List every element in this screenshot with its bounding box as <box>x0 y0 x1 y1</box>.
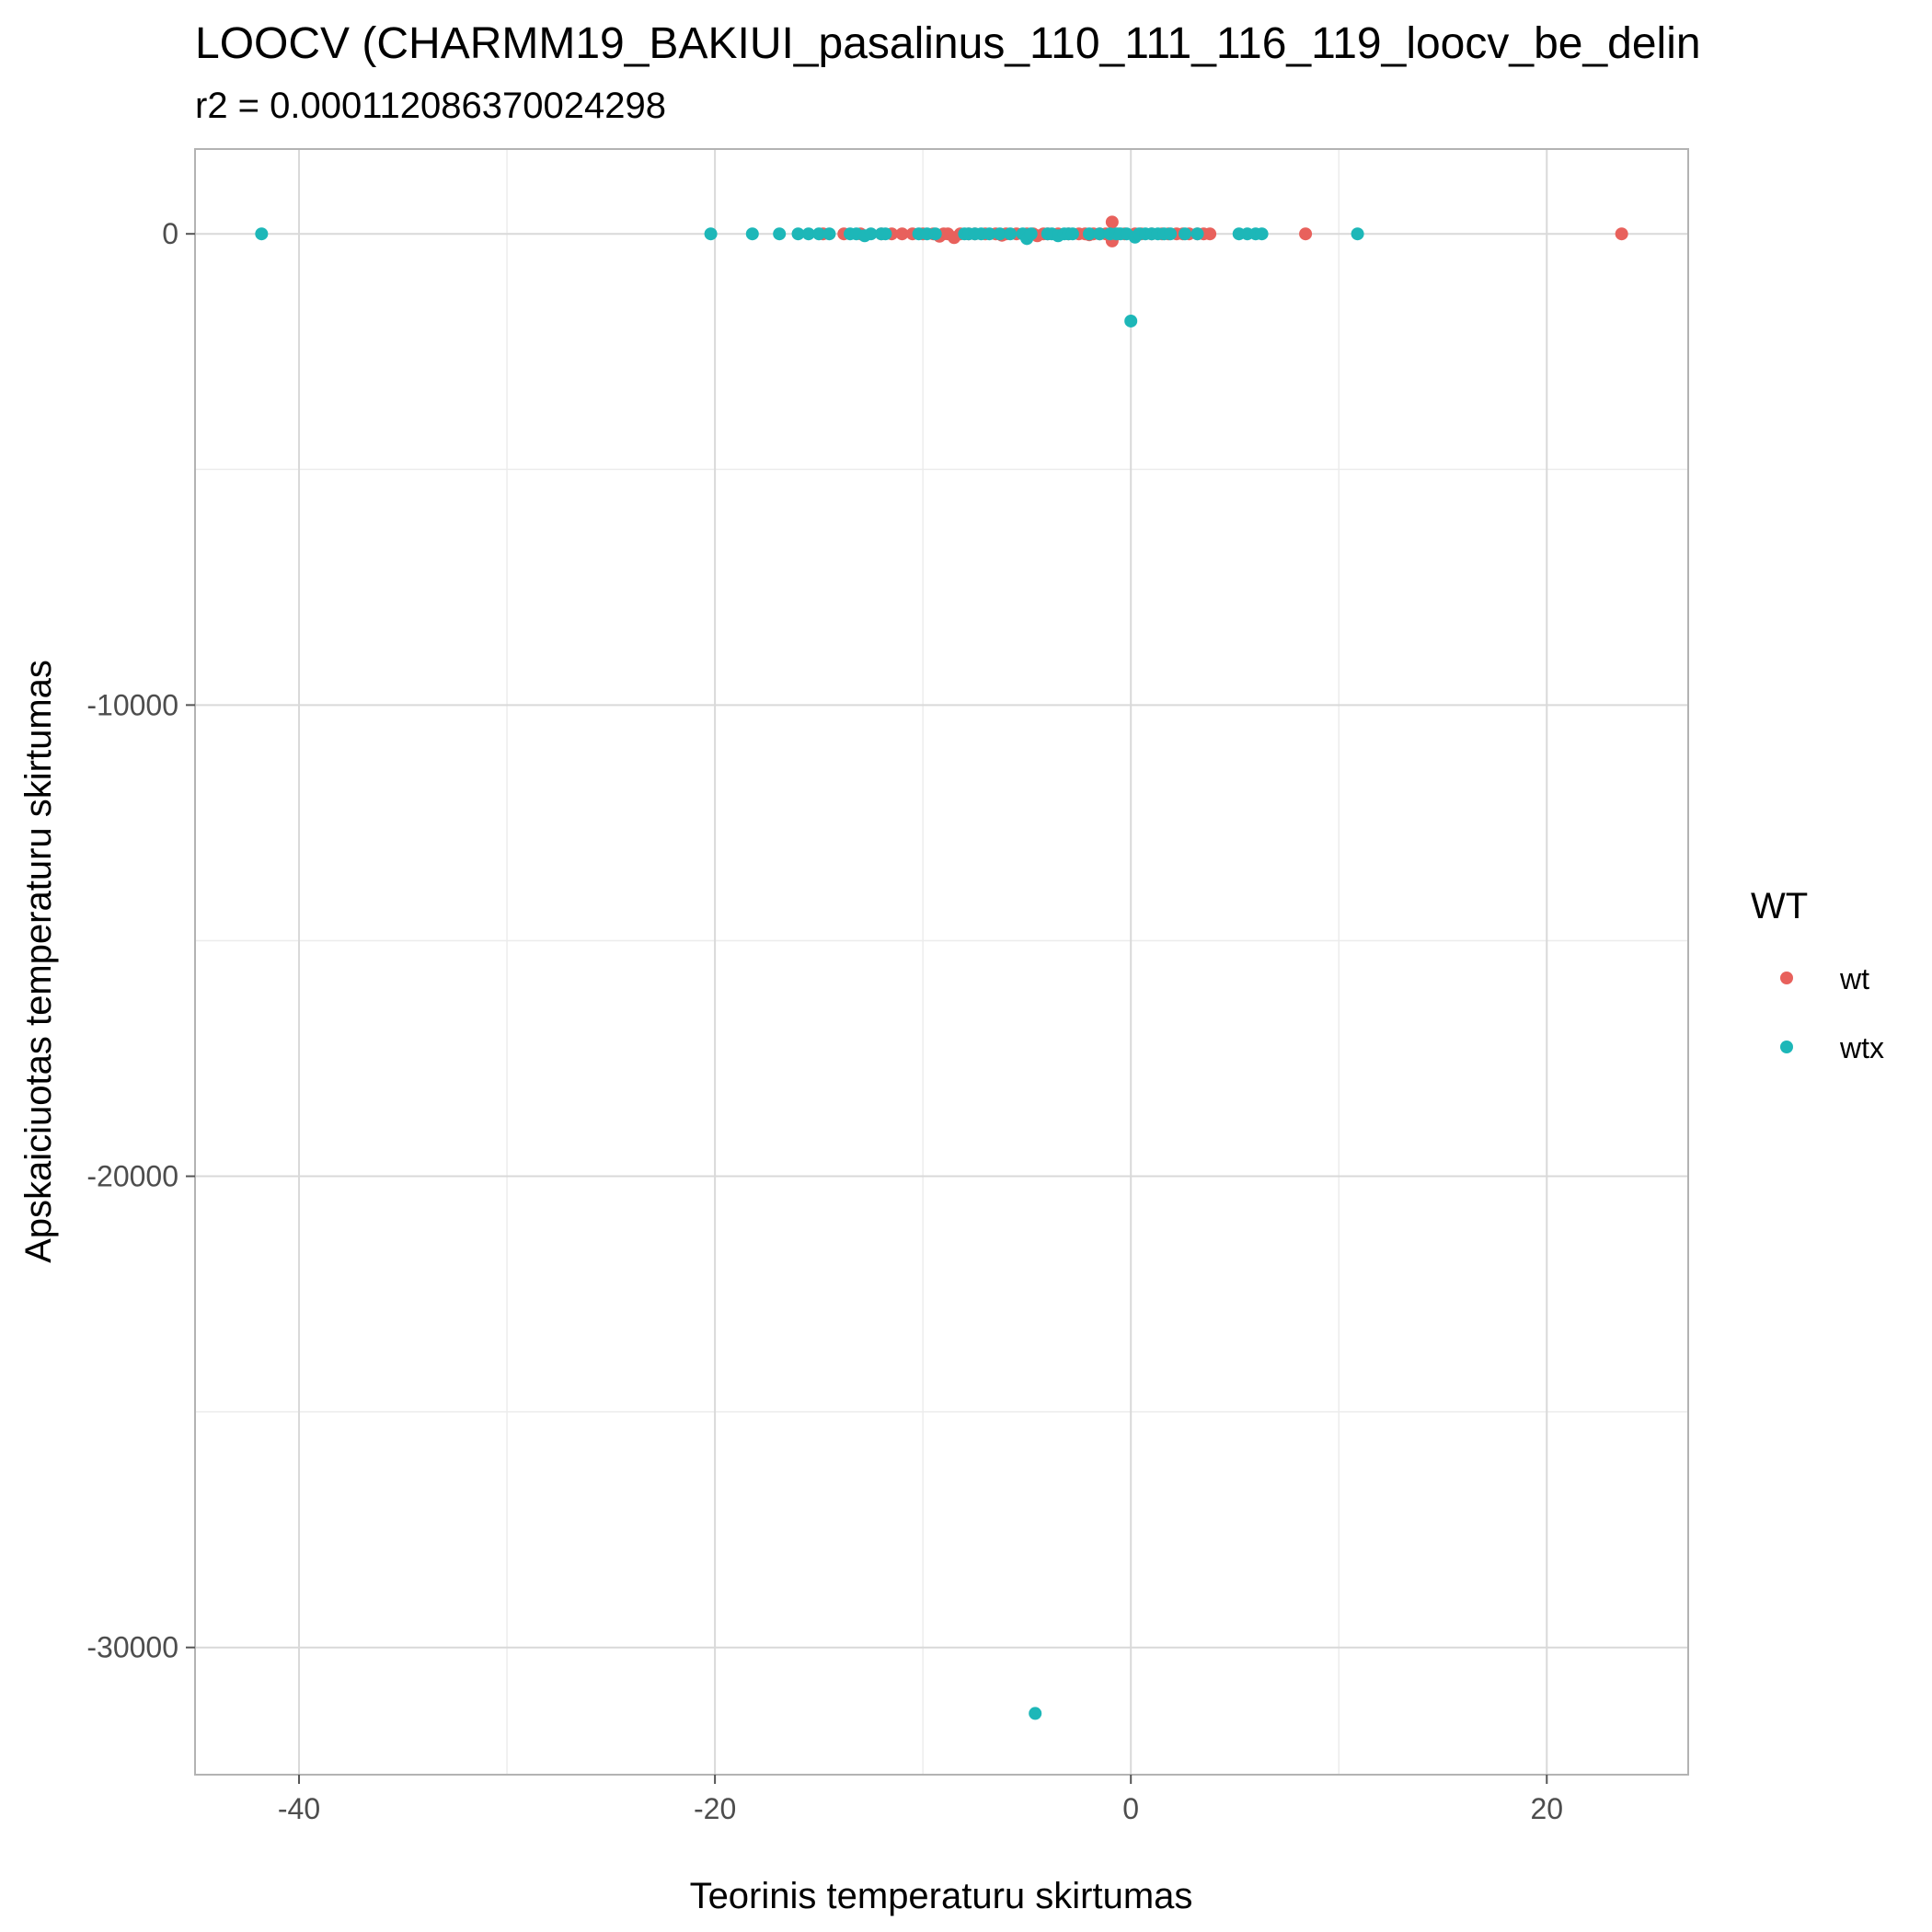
data-point-wtx <box>983 227 996 241</box>
data-point-wtx <box>773 227 787 241</box>
data-point-wtx <box>1065 227 1079 241</box>
data-point-wtx <box>1124 314 1138 328</box>
x-tick-label: -20 <box>694 1792 736 1825</box>
chart-title: LOOCV (CHARMM19_BAKIUI_pasalinus_110_111… <box>195 19 1701 68</box>
data-point-wtx <box>928 227 942 241</box>
data-point-wtx <box>704 227 718 241</box>
y-axis: 0 -10000 -20000 -30000 <box>86 217 195 1664</box>
data-point-wtx <box>1004 227 1018 241</box>
y-tick-label: -20000 <box>86 1160 178 1193</box>
panel-border <box>194 148 1689 1776</box>
legend-label-wtx: wtx <box>1839 1031 1884 1064</box>
y-tick-label: 0 <box>162 217 178 250</box>
legend: WT wt wtx <box>1751 886 1884 1064</box>
data-point-wtx <box>1082 227 1096 241</box>
grid-minor <box>195 149 1688 1775</box>
legend-label-wt: wt <box>1839 962 1869 995</box>
data-point-wt <box>1615 227 1628 241</box>
data-point-wtx <box>791 227 805 241</box>
data-point-wtx <box>1178 227 1191 241</box>
data-point-wtx <box>801 227 815 241</box>
legend-key-wt <box>1780 972 1793 984</box>
data-point-wtx <box>812 227 826 241</box>
data-point-wt <box>895 227 909 241</box>
data-point-wtx <box>864 227 878 241</box>
data-point-wtx <box>1351 227 1364 241</box>
plot-panel <box>195 149 1688 1775</box>
data-point-wtx <box>1029 1707 1042 1720</box>
data-points <box>255 215 1628 1720</box>
data-point-wtx <box>1190 227 1204 241</box>
x-tick-label: 0 <box>1122 1792 1139 1825</box>
x-axis-label: Teorinis temperaturu skirtumas <box>690 1876 1193 1916</box>
data-point-wt <box>1105 215 1119 229</box>
data-point-wtx <box>993 227 1006 241</box>
data-point-wt <box>1299 227 1313 241</box>
data-point-wtx <box>879 227 892 241</box>
x-tick-label: -40 <box>278 1792 320 1825</box>
x-axis: -40 -20 0 20 <box>278 1775 1563 1825</box>
x-tick-label: 20 <box>1530 1792 1563 1825</box>
y-tick-label: -10000 <box>86 688 178 721</box>
data-point-wtx <box>822 227 836 241</box>
legend-title: WT <box>1751 886 1808 926</box>
data-point-wt <box>1203 227 1217 241</box>
data-point-wtx <box>745 227 759 241</box>
data-point-wtx <box>1164 227 1178 241</box>
y-axis-label: Apskaiciuotas temperaturu skirtumas <box>18 660 59 1263</box>
data-point-wtx <box>255 227 269 241</box>
chart-subtitle: r2 = 0.000112086370024298 <box>195 86 666 126</box>
data-point-wtx <box>1093 227 1107 241</box>
legend-key-wtx <box>1780 1041 1793 1053</box>
grid-major <box>195 149 1688 1775</box>
data-point-wtx <box>1255 227 1269 241</box>
data-point-wtx <box>1024 227 1038 241</box>
y-tick-label: -30000 <box>86 1631 178 1664</box>
